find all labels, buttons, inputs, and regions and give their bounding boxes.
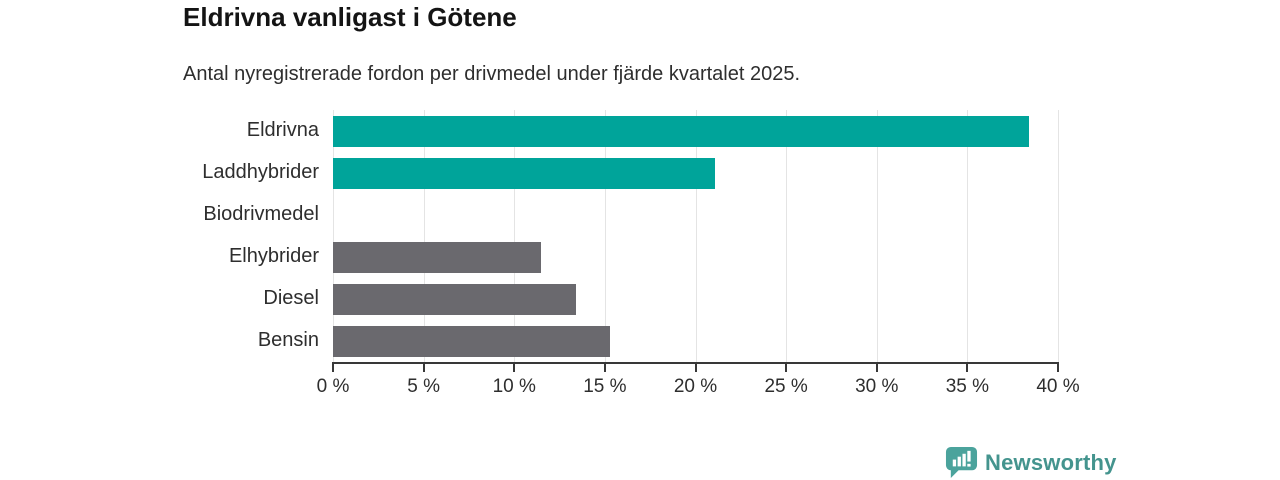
newsworthy-logo[interactable]: Newsworthy [945, 446, 1117, 479]
gridline-35 [967, 110, 969, 362]
gridline-25 [786, 110, 788, 362]
gridline-40 [1058, 110, 1059, 362]
x-axis-tick-25 [785, 364, 788, 372]
x-axis-tick-label-15: 15 % [583, 376, 627, 397]
x-axis-tick-label-20: 20 % [673, 376, 718, 397]
x-axis-tick-0 [332, 364, 334, 372]
page-title: Eldrivna vanligast i Götene [183, 2, 517, 32]
x-axis-tick-label-35: 35 % [945, 376, 990, 397]
x-axis-tick-15 [603, 364, 606, 372]
x-axis-line [332, 362, 1059, 364]
bar-bensin [333, 325, 611, 357]
newsworthy-brand-text: Newsworthy [985, 449, 1117, 475]
category-label-eldrivna: Eldrivna [246, 119, 319, 141]
x-axis-tick-30 [875, 364, 878, 372]
x-axis-tick-5 [422, 364, 425, 372]
category-label-biodrivmedel: Biodrivmedel [203, 203, 319, 225]
x-axis-tick-35 [966, 364, 969, 372]
bar-elhybrider [333, 241, 542, 273]
category-label-laddhybrider: Laddhybrider [202, 161, 319, 183]
x-axis-tick-label-40: 40 % [1036, 376, 1080, 397]
gridline-0 [333, 110, 334, 362]
gridline-30 [876, 110, 878, 362]
x-axis-tick-label-10: 10 % [492, 376, 536, 397]
x-axis-tick-40 [1057, 364, 1059, 372]
x-axis-tick-20 [694, 364, 697, 372]
page-subtitle: Antal nyregistrerade fordon per drivmede… [183, 63, 801, 85]
x-axis-tick-label-5: 5 % [407, 376, 440, 397]
x-axis-tick-label-30: 30 % [855, 376, 899, 397]
category-label-elhybrider: Elhybrider [228, 245, 319, 267]
x-axis-tick-label-25: 25 % [764, 376, 808, 397]
x-axis-tick-label-0: 0 % [316, 376, 350, 397]
bar-chart-speech-bubble-icon [945, 446, 978, 479]
bar-eldrivna [333, 115, 1029, 147]
gridline-20 [695, 110, 697, 362]
gridline-5 [423, 110, 425, 362]
bar-laddhybrider [333, 157, 716, 189]
category-label-diesel: Diesel [263, 287, 319, 309]
bar-diesel [333, 283, 576, 315]
x-axis-tick-10 [513, 364, 516, 372]
category-label-bensin: Bensin [257, 329, 319, 351]
gridline-15 [604, 110, 606, 362]
gridline-10 [514, 110, 516, 362]
